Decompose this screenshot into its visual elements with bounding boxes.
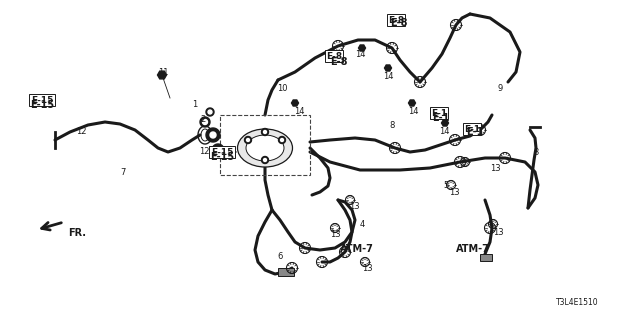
Polygon shape xyxy=(264,158,266,162)
Polygon shape xyxy=(208,110,212,114)
Polygon shape xyxy=(210,132,216,138)
Text: 13: 13 xyxy=(449,188,460,197)
Polygon shape xyxy=(278,137,285,143)
Polygon shape xyxy=(215,147,221,153)
Text: 14: 14 xyxy=(383,72,394,81)
Text: 13: 13 xyxy=(490,164,500,173)
Polygon shape xyxy=(212,144,224,156)
Polygon shape xyxy=(262,129,269,135)
Ellipse shape xyxy=(246,135,284,161)
Text: E-8: E-8 xyxy=(388,15,404,25)
Text: 14: 14 xyxy=(355,50,365,59)
Text: E-15: E-15 xyxy=(211,148,233,156)
Text: 13: 13 xyxy=(349,202,360,211)
Text: 12: 12 xyxy=(76,127,86,136)
Text: E-1: E-1 xyxy=(432,113,449,123)
Text: 2: 2 xyxy=(200,115,205,124)
Polygon shape xyxy=(202,119,207,124)
Text: 13: 13 xyxy=(330,230,340,239)
Text: 6: 6 xyxy=(277,252,282,261)
Polygon shape xyxy=(200,117,210,127)
Text: 7: 7 xyxy=(120,168,125,177)
Text: T3L4E1510: T3L4E1510 xyxy=(556,298,598,307)
Polygon shape xyxy=(358,45,365,51)
Text: 11: 11 xyxy=(158,68,168,77)
Bar xyxy=(278,268,294,276)
Polygon shape xyxy=(291,100,298,106)
Polygon shape xyxy=(280,139,284,141)
Text: E-8: E-8 xyxy=(326,52,342,60)
Text: 13: 13 xyxy=(493,228,504,237)
Text: 9: 9 xyxy=(497,84,502,93)
Ellipse shape xyxy=(237,129,292,167)
Text: 4: 4 xyxy=(360,220,365,229)
Text: 14: 14 xyxy=(439,127,449,136)
Text: E-1: E-1 xyxy=(464,124,480,133)
Text: 12: 12 xyxy=(199,147,209,156)
Text: ATM-7: ATM-7 xyxy=(456,244,490,254)
Text: E-15: E-15 xyxy=(210,152,234,162)
Text: 8: 8 xyxy=(389,121,394,130)
Polygon shape xyxy=(264,131,266,133)
Text: 13: 13 xyxy=(362,264,372,273)
Text: 5: 5 xyxy=(443,181,448,190)
Text: E-1: E-1 xyxy=(466,127,483,137)
Polygon shape xyxy=(157,71,166,79)
Text: E-15: E-15 xyxy=(31,95,53,105)
Text: E-1: E-1 xyxy=(431,108,447,117)
Polygon shape xyxy=(246,139,250,141)
Text: E-15: E-15 xyxy=(30,100,54,110)
Polygon shape xyxy=(442,120,449,126)
Polygon shape xyxy=(206,108,214,116)
Text: 1: 1 xyxy=(192,100,197,109)
Text: FR.: FR. xyxy=(68,228,86,238)
Polygon shape xyxy=(244,137,252,143)
Text: 3: 3 xyxy=(533,148,538,157)
Text: 14: 14 xyxy=(408,107,419,116)
Polygon shape xyxy=(262,156,269,164)
Polygon shape xyxy=(408,100,415,106)
Text: ATM-7: ATM-7 xyxy=(340,244,374,254)
Bar xyxy=(480,254,492,261)
Text: 10: 10 xyxy=(277,84,287,93)
Polygon shape xyxy=(206,128,220,142)
Text: E-8: E-8 xyxy=(330,57,348,67)
Text: 14: 14 xyxy=(294,107,305,116)
Polygon shape xyxy=(385,65,392,71)
Text: E-8: E-8 xyxy=(390,18,408,28)
